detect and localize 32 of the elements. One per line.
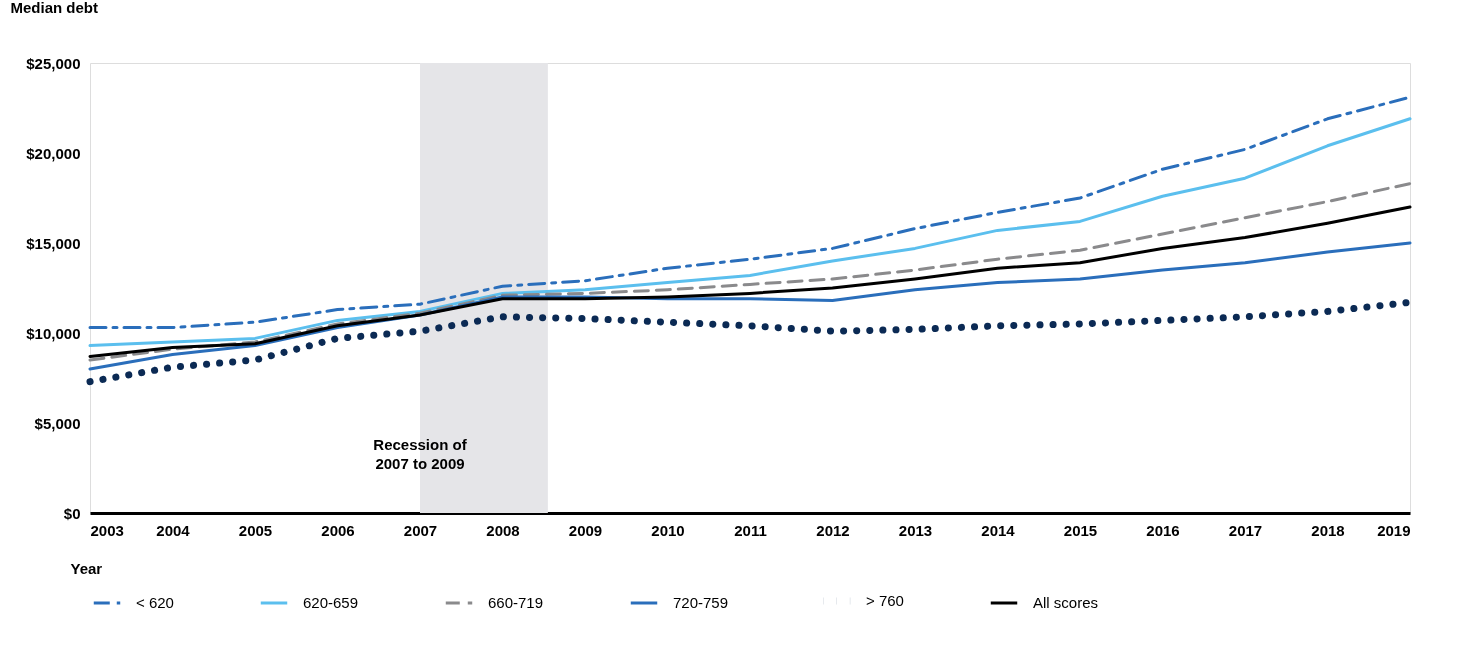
x-axis-title: Year [70, 559, 103, 577]
x-tick-label: 2017 [1228, 521, 1263, 539]
x-tick-label: 2018 [1311, 521, 1345, 539]
legend-label: 620-659 [303, 594, 359, 611]
y-tick-label: $5,000 [34, 414, 81, 432]
x-tick-label: 2011 [734, 521, 767, 539]
y-tick-label: $15,000 [26, 234, 81, 252]
x-tick-label: 2014 [981, 521, 1016, 539]
legend-label: < 620 [136, 594, 174, 611]
x-tick-label: 2006 [321, 521, 355, 539]
legend-label: 660-719 [488, 594, 544, 611]
y-axis-title: Median debt [10, 0, 99, 16]
y-tick-label: $20,000 [26, 144, 81, 162]
x-tick-label: 2013 [898, 521, 933, 539]
y-tick-label: $10,000 [26, 324, 81, 342]
x-tick-label: 2007 [403, 521, 438, 539]
x-tick-label: 2015 [1063, 521, 1098, 539]
legend-label: All scores [1033, 594, 1099, 611]
x-tick-label: 2010 [651, 521, 685, 539]
x-tick-label: 2008 [486, 521, 520, 539]
x-tick-label: 2004 [156, 521, 191, 539]
x-tick-label: 2019 [1377, 521, 1411, 539]
x-tick-label: 2005 [238, 521, 273, 539]
x-tick-label: 2009 [568, 521, 603, 539]
legend-label: 720-759 [673, 594, 729, 611]
x-tick-label: 2003 [90, 521, 124, 539]
band-label: Recession of 2007 to 2009 [373, 436, 468, 472]
x-tick-label: 2012 [816, 521, 850, 539]
y-tick-label: $0 [63, 504, 81, 522]
y-tick-label: $25,000 [26, 54, 81, 72]
legend-label: > 760 [866, 592, 904, 609]
x-tick-label: 2016 [1146, 521, 1180, 539]
